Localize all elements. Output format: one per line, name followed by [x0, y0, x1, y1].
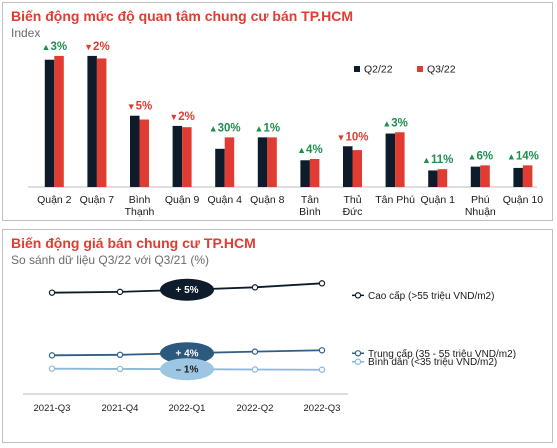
legend-label-0: Q2/22 [364, 64, 393, 76]
category-label-5: Quận 8 [250, 194, 285, 206]
bar-q2-4 [215, 148, 225, 187]
change-bubble-0 [160, 278, 214, 301]
bar-q3-0 [54, 55, 64, 188]
change-label-2: ▼5% [127, 101, 153, 113]
legend-label-0: Cao cấp (>55 triệu VND/m2) [368, 290, 494, 302]
change-label-9: ▲11% [422, 154, 453, 166]
series-1-point-3 [251, 348, 259, 355]
bar-q2-9 [428, 170, 438, 187]
bar-q2-8 [385, 133, 396, 187]
x-tick-label-3: 2022-Q2 [237, 403, 274, 414]
legend-marker-1 [354, 350, 362, 357]
interest-chart-panel: Biến động mức độ quan tâm chung cư bán T… [2, 2, 553, 221]
legend-label-2: Bình dân (<35 triệu VND/m2) [368, 357, 497, 368]
category-label-9: Quận 1 [420, 194, 455, 206]
bar-q2-5 [257, 137, 268, 187]
bar-q3-11 [522, 165, 533, 187]
category-label-2-0: Bình [129, 194, 151, 206]
change-label-11: ▲14% [507, 150, 539, 162]
change-bubble-label-0: + 5% [175, 285, 198, 296]
legend-marker-2 [354, 358, 362, 365]
category-label-7-0: Thủ [343, 194, 361, 206]
change-label-4: ▲30% [209, 122, 241, 134]
x-tick-label-4: 2022-Q3 [304, 403, 341, 414]
price-chart-panel: Biến động giá bán chung cư TP.HCM So sán… [2, 229, 553, 443]
category-label-11: Quận 10 [503, 194, 543, 206]
bar-q3-3 [182, 127, 192, 187]
legend-swatch-0 [354, 66, 360, 72]
category-label-10-1: Nhuận [465, 206, 496, 218]
change-label-6: ▲4% [297, 144, 323, 156]
bar-q3-4 [224, 137, 235, 187]
change-label-5: ▲1% [255, 122, 281, 134]
series-1-point-0 [48, 352, 56, 359]
bar-q3-2 [139, 119, 149, 187]
bar-q2-11 [513, 167, 523, 187]
legend-swatch-1 [417, 66, 423, 72]
change-bubble-label-2: – 1% [176, 365, 199, 376]
bar-q2-1 [87, 55, 97, 188]
series-2-point-0 [48, 365, 56, 372]
series-1-point-4 [318, 347, 326, 354]
bar-q2-0 [44, 59, 55, 187]
category-label-6-1: Bình [299, 206, 321, 218]
bar-q2-6 [300, 160, 310, 187]
series-0-point-4 [318, 280, 326, 287]
price-chart-subtitle: So sánh dữ liệu Q3/22 với Q3/21 (%) [11, 253, 209, 267]
series-0-point-3 [251, 284, 259, 291]
legend-label-1: Trung cấp (35 - 55 triệu VND/m2) [368, 348, 516, 360]
category-label-6-0: Tân [301, 194, 319, 206]
bar-q2-10 [470, 166, 481, 187]
series-0-point-1 [116, 288, 124, 296]
change-bubble-1 [160, 342, 214, 365]
bar-q2-7 [343, 146, 353, 187]
change-label-3: ▼2% [169, 111, 195, 123]
change-label-0: ▲3% [42, 41, 68, 53]
bar-q3-1 [96, 58, 107, 187]
price-line-chart: + 5% Cao cấp (>55 triệu VND/m2) + 4% Trung … [23, 278, 516, 414]
bar-q3-9 [437, 169, 448, 187]
category-label-3: Quận 9 [165, 194, 200, 206]
series-2-point-1 [116, 365, 124, 373]
category-label-4: Quận 4 [207, 194, 242, 206]
interest-chart-title: Biến động mức độ quan tâm chung cư bán T… [11, 8, 354, 24]
bar-q3-8 [395, 132, 405, 187]
series-2-point-4 [318, 366, 326, 373]
x-tick-label-1: 2021-Q4 [102, 403, 139, 414]
x-tick-label-2: 2022-Q1 [169, 403, 206, 414]
bar-q3-7 [352, 150, 362, 187]
category-label-0: Quận 2 [37, 194, 72, 206]
series-0-point-0 [48, 289, 56, 296]
category-label-10-0: Phú [471, 194, 490, 206]
series-1-point-1 [116, 351, 124, 359]
interest-chart-subtitle: Index [11, 26, 41, 40]
category-label-8: Tân Phú [375, 194, 415, 206]
bar-q3-5 [267, 137, 277, 187]
bar-q2-3 [172, 125, 183, 187]
legend-label-1: Q3/22 [427, 64, 456, 76]
change-label-7: ▼10% [337, 131, 369, 143]
bar-q3-10 [480, 165, 490, 187]
change-bubble-label-1: + 4% [175, 349, 198, 360]
x-tick-label-0: 2021-Q3 [34, 403, 71, 414]
bar-q3-6 [309, 159, 320, 187]
change-label-8: ▲3% [382, 117, 408, 129]
price-chart-title: Biến động giá bán chung cư TP.HCM [11, 235, 256, 251]
bar-q2-2 [130, 115, 140, 187]
legend-marker-0 [354, 292, 362, 299]
category-label-7-1: Đức [343, 206, 363, 218]
category-label-2-1: Thạnh [125, 206, 155, 218]
change-label-10: ▲6% [468, 150, 494, 162]
series-2-point-3 [251, 366, 259, 373]
category-label-1: Quận 7 [80, 194, 115, 206]
change-label-1: ▼2% [84, 41, 110, 53]
change-bubble-2 [160, 358, 214, 381]
